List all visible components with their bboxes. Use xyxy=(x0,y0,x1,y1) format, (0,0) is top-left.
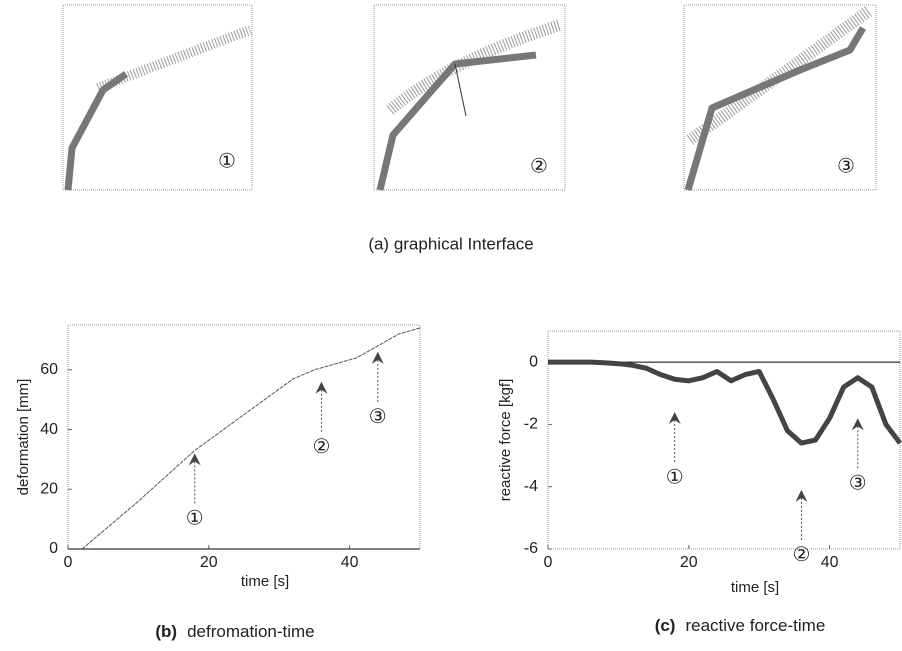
y-tick-label: -6 xyxy=(524,540,538,557)
chart: 0 20 40 0 -2 -4 -6 time [s] reactive force [kgf]… xyxy=(497,330,902,635)
arrow-head xyxy=(795,489,808,502)
annotation-label: ② xyxy=(792,544,810,566)
y-tick-label: 0 xyxy=(49,540,58,557)
data-line xyxy=(548,359,902,446)
arm xyxy=(684,26,867,191)
chart-caption: (b) defromation-time xyxy=(155,622,314,641)
y-axis-label: deformation [mm] xyxy=(15,379,32,496)
panel-label: ① xyxy=(218,150,236,172)
arrow-head xyxy=(188,453,201,466)
panel-label: ③ xyxy=(837,155,855,177)
caption-tag: (b) xyxy=(155,622,177,641)
x-tick-label: 20 xyxy=(200,554,218,571)
annotation-label: ② xyxy=(312,436,330,458)
annotation-label: ③ xyxy=(849,472,867,494)
x-tick-label: 40 xyxy=(821,554,839,571)
panel-frame xyxy=(683,4,877,191)
x-axis-label: time [s] xyxy=(731,579,779,596)
force-vector xyxy=(454,63,467,117)
arm xyxy=(376,51,537,191)
x-tick-label: 0 xyxy=(64,554,73,571)
annotation-label: ③ xyxy=(369,406,387,428)
arrow-head xyxy=(668,411,681,424)
arrow-head xyxy=(371,351,384,364)
arrow-head xyxy=(315,381,328,394)
arrow-head xyxy=(851,418,864,431)
y-tick-label: -4 xyxy=(524,478,538,495)
x-tick-label: 40 xyxy=(341,554,359,571)
panel-frame xyxy=(62,4,253,191)
x-axis-label: time [s] xyxy=(241,573,289,590)
caption-text: reactive force-time xyxy=(685,616,825,635)
y-tick-label: 0 xyxy=(529,353,538,370)
figure-caption: (a) graphical Interface xyxy=(368,234,533,253)
x-tick-label: 20 xyxy=(680,554,698,571)
annotation-label: ① xyxy=(666,466,684,488)
annotation-label: ① xyxy=(186,508,204,530)
y-tick-label: 20 xyxy=(40,480,58,497)
panel-1: ① xyxy=(62,4,253,191)
chart: 0 20 40 0 20 40 60 time [s] deformation [mm] ① ② ③ (… xyxy=(15,324,421,641)
y-tick-label: 60 xyxy=(40,361,58,378)
panel-label: ② xyxy=(530,155,548,177)
chart-caption: (c) reactive force-time xyxy=(655,616,826,635)
x-tick-label: 0 xyxy=(544,554,553,571)
arm xyxy=(64,71,128,191)
data-line xyxy=(81,327,421,550)
panel-3: ③ xyxy=(683,4,877,191)
panel-2: ② xyxy=(373,4,566,191)
caption-text: defromation-time xyxy=(187,622,315,641)
caption-tag: (c) xyxy=(655,616,676,635)
y-tick-label: 40 xyxy=(40,421,58,438)
y-tick-label: -2 xyxy=(524,416,538,433)
coil xyxy=(386,19,562,115)
y-axis-label: reactive force [kgf] xyxy=(497,379,514,502)
plot-frame xyxy=(67,324,421,550)
